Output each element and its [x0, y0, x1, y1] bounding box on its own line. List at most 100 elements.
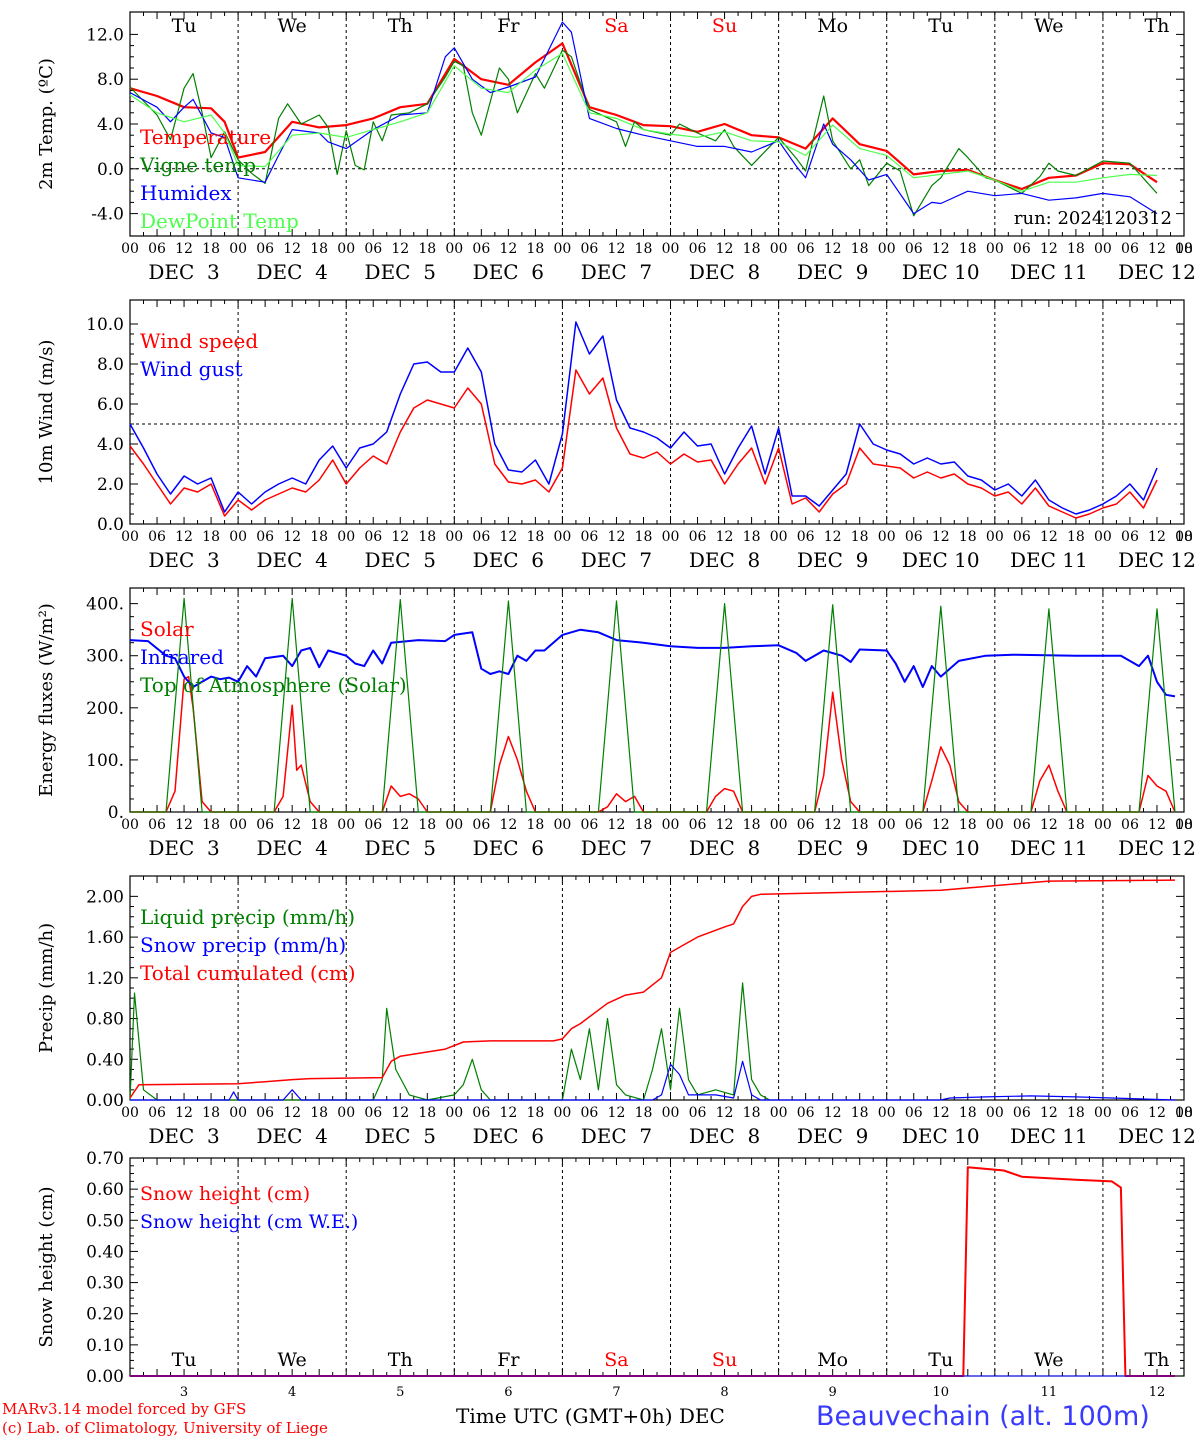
- hour-label: 12: [391, 241, 409, 257]
- hour-label: 18: [851, 241, 869, 257]
- date-label: DEC 4: [256, 836, 327, 860]
- y-tick-label: 0.20: [86, 1305, 124, 1325]
- date-label: DEC 8: [689, 548, 760, 572]
- hour-label: 00: [1094, 817, 1112, 833]
- y-tick-label: 400.: [86, 595, 124, 615]
- hour-label: 06: [364, 241, 382, 257]
- day-of-week-label: We: [278, 1349, 307, 1371]
- date-label: DEC 4: [256, 548, 327, 572]
- hour-label: 06: [1013, 241, 1031, 257]
- hour-label: 00: [445, 241, 463, 257]
- legend-entry: Top of Atmosphere (Solar): [140, 673, 407, 697]
- hour-label: 06: [689, 817, 707, 833]
- hour-label: 18: [310, 1105, 328, 1121]
- hour-label: 00: [553, 529, 571, 545]
- hour-label: 18: [1175, 529, 1193, 545]
- legend-entry: Snow height (cm W.E.): [140, 1211, 358, 1233]
- hour-label: 12: [391, 817, 409, 833]
- day-of-week-label: Tu: [172, 1349, 197, 1371]
- hour-label: 00: [986, 529, 1004, 545]
- legend-entry: Infrared: [140, 645, 224, 669]
- hour-label: 06: [148, 817, 166, 833]
- hour-label: 06: [256, 817, 274, 833]
- date-label: DEC 11: [1010, 836, 1088, 860]
- hour-label: 18: [202, 529, 220, 545]
- hour-label: 00: [121, 241, 139, 257]
- hour-label: 12: [175, 241, 193, 257]
- date-label: DEC 9: [797, 548, 868, 572]
- plot-frame: [129, 11, 1185, 237]
- y-tick-label: 0.10: [86, 1336, 124, 1356]
- hour-label: 06: [581, 817, 599, 833]
- hour-label: 00: [337, 817, 355, 833]
- hour-label: 00: [770, 241, 788, 257]
- hour-label: 00: [1175, 241, 1193, 257]
- panel-5: 0.70 0.60 0.50 0.40 0.30 0.20 0.10 0.00 Snow hei…: [36, 1149, 1185, 1400]
- hour-label: 00: [878, 1105, 896, 1121]
- hour-label: 06: [472, 529, 490, 545]
- hour-label: 06: [689, 241, 707, 257]
- hour-label: 00: [878, 529, 896, 545]
- y-axis-title: Precip (mm/h): [36, 923, 57, 1053]
- hour-label: 00: [445, 1105, 463, 1121]
- hour-label: 18: [743, 241, 761, 257]
- panel-4: 2.00 1.60 1.20 0.80 0.40 0.00 Precip (mm/h) Liq…: [36, 875, 1194, 1148]
- credit-line-1: MARv3.14 model forced by GFS: [2, 1400, 247, 1418]
- y-tick-label: 4.0: [97, 435, 124, 455]
- hour-label: 18: [1067, 1105, 1085, 1121]
- hour-label: 00: [878, 817, 896, 833]
- y-axis-title: Energy fluxes (W/m²): [36, 603, 57, 797]
- y-axis-title: Snow height (cm): [36, 1186, 57, 1347]
- day-of-week-label: We: [1034, 15, 1063, 37]
- y-tick-label: 2.00: [86, 887, 124, 907]
- y-tick-label: 6.0: [97, 395, 124, 415]
- day-number-label: 5: [396, 1385, 404, 1400]
- day-of-week-label: We: [278, 15, 307, 37]
- hour-label: 00: [229, 817, 247, 833]
- date-label: DEC 7: [581, 548, 652, 572]
- hour-label: 18: [635, 817, 653, 833]
- hour-label: 18: [526, 529, 544, 545]
- y-tick-label: 4.0: [97, 115, 124, 135]
- date-label: DEC 12: [1118, 260, 1194, 284]
- hour-label: 00: [662, 1105, 680, 1121]
- hour-label: 06: [1121, 1105, 1139, 1121]
- hour-label: 00: [445, 529, 463, 545]
- hour-label: 12: [499, 241, 517, 257]
- day-number-label: 7: [612, 1385, 620, 1400]
- hour-label: 00: [662, 817, 680, 833]
- date-label: DEC 11: [1010, 548, 1088, 572]
- plot-frame: [129, 587, 1185, 813]
- hour-label: 06: [905, 817, 923, 833]
- hour-label: 18: [310, 817, 328, 833]
- legend-entry: Wind speed: [140, 329, 258, 353]
- hour-label: 18: [743, 529, 761, 545]
- date-label: DEC 3: [148, 836, 219, 860]
- date-label: DEC 6: [473, 260, 544, 284]
- hour-label: 00: [121, 1105, 139, 1121]
- hour-label: 12: [283, 1105, 301, 1121]
- hour-label: 06: [905, 1105, 923, 1121]
- hour-label: 06: [1013, 1105, 1031, 1121]
- hour-label: 00: [1094, 529, 1112, 545]
- y-tick-label: 2.0: [97, 475, 124, 495]
- hour-label: 12: [175, 529, 193, 545]
- panel-2: 10.0 8.0 6.0 4.0 2.0 0.0 10m Wind (m/s) Wind sp…: [36, 299, 1194, 572]
- hour-label: 00: [229, 529, 247, 545]
- hour-label: 18: [1175, 1105, 1193, 1121]
- hour-label: 18: [959, 241, 977, 257]
- day-of-week-label: Mo: [817, 1349, 848, 1371]
- date-label: DEC 10: [902, 1124, 980, 1148]
- y-tick-label: 300.: [86, 647, 124, 667]
- hour-label: 06: [472, 1105, 490, 1121]
- run-label: run: 2024120312: [1014, 208, 1172, 229]
- hour-label: 12: [716, 241, 734, 257]
- hour-label: 18: [418, 1105, 436, 1121]
- y-tick-label: 200.: [86, 699, 124, 719]
- date-label: DEC 11: [1010, 1124, 1088, 1148]
- date-label: DEC 5: [365, 1124, 436, 1148]
- hour-label: 18: [959, 817, 977, 833]
- legend-entry: Wind gust: [140, 357, 243, 381]
- hour-label: 00: [662, 241, 680, 257]
- hour-label: 18: [851, 817, 869, 833]
